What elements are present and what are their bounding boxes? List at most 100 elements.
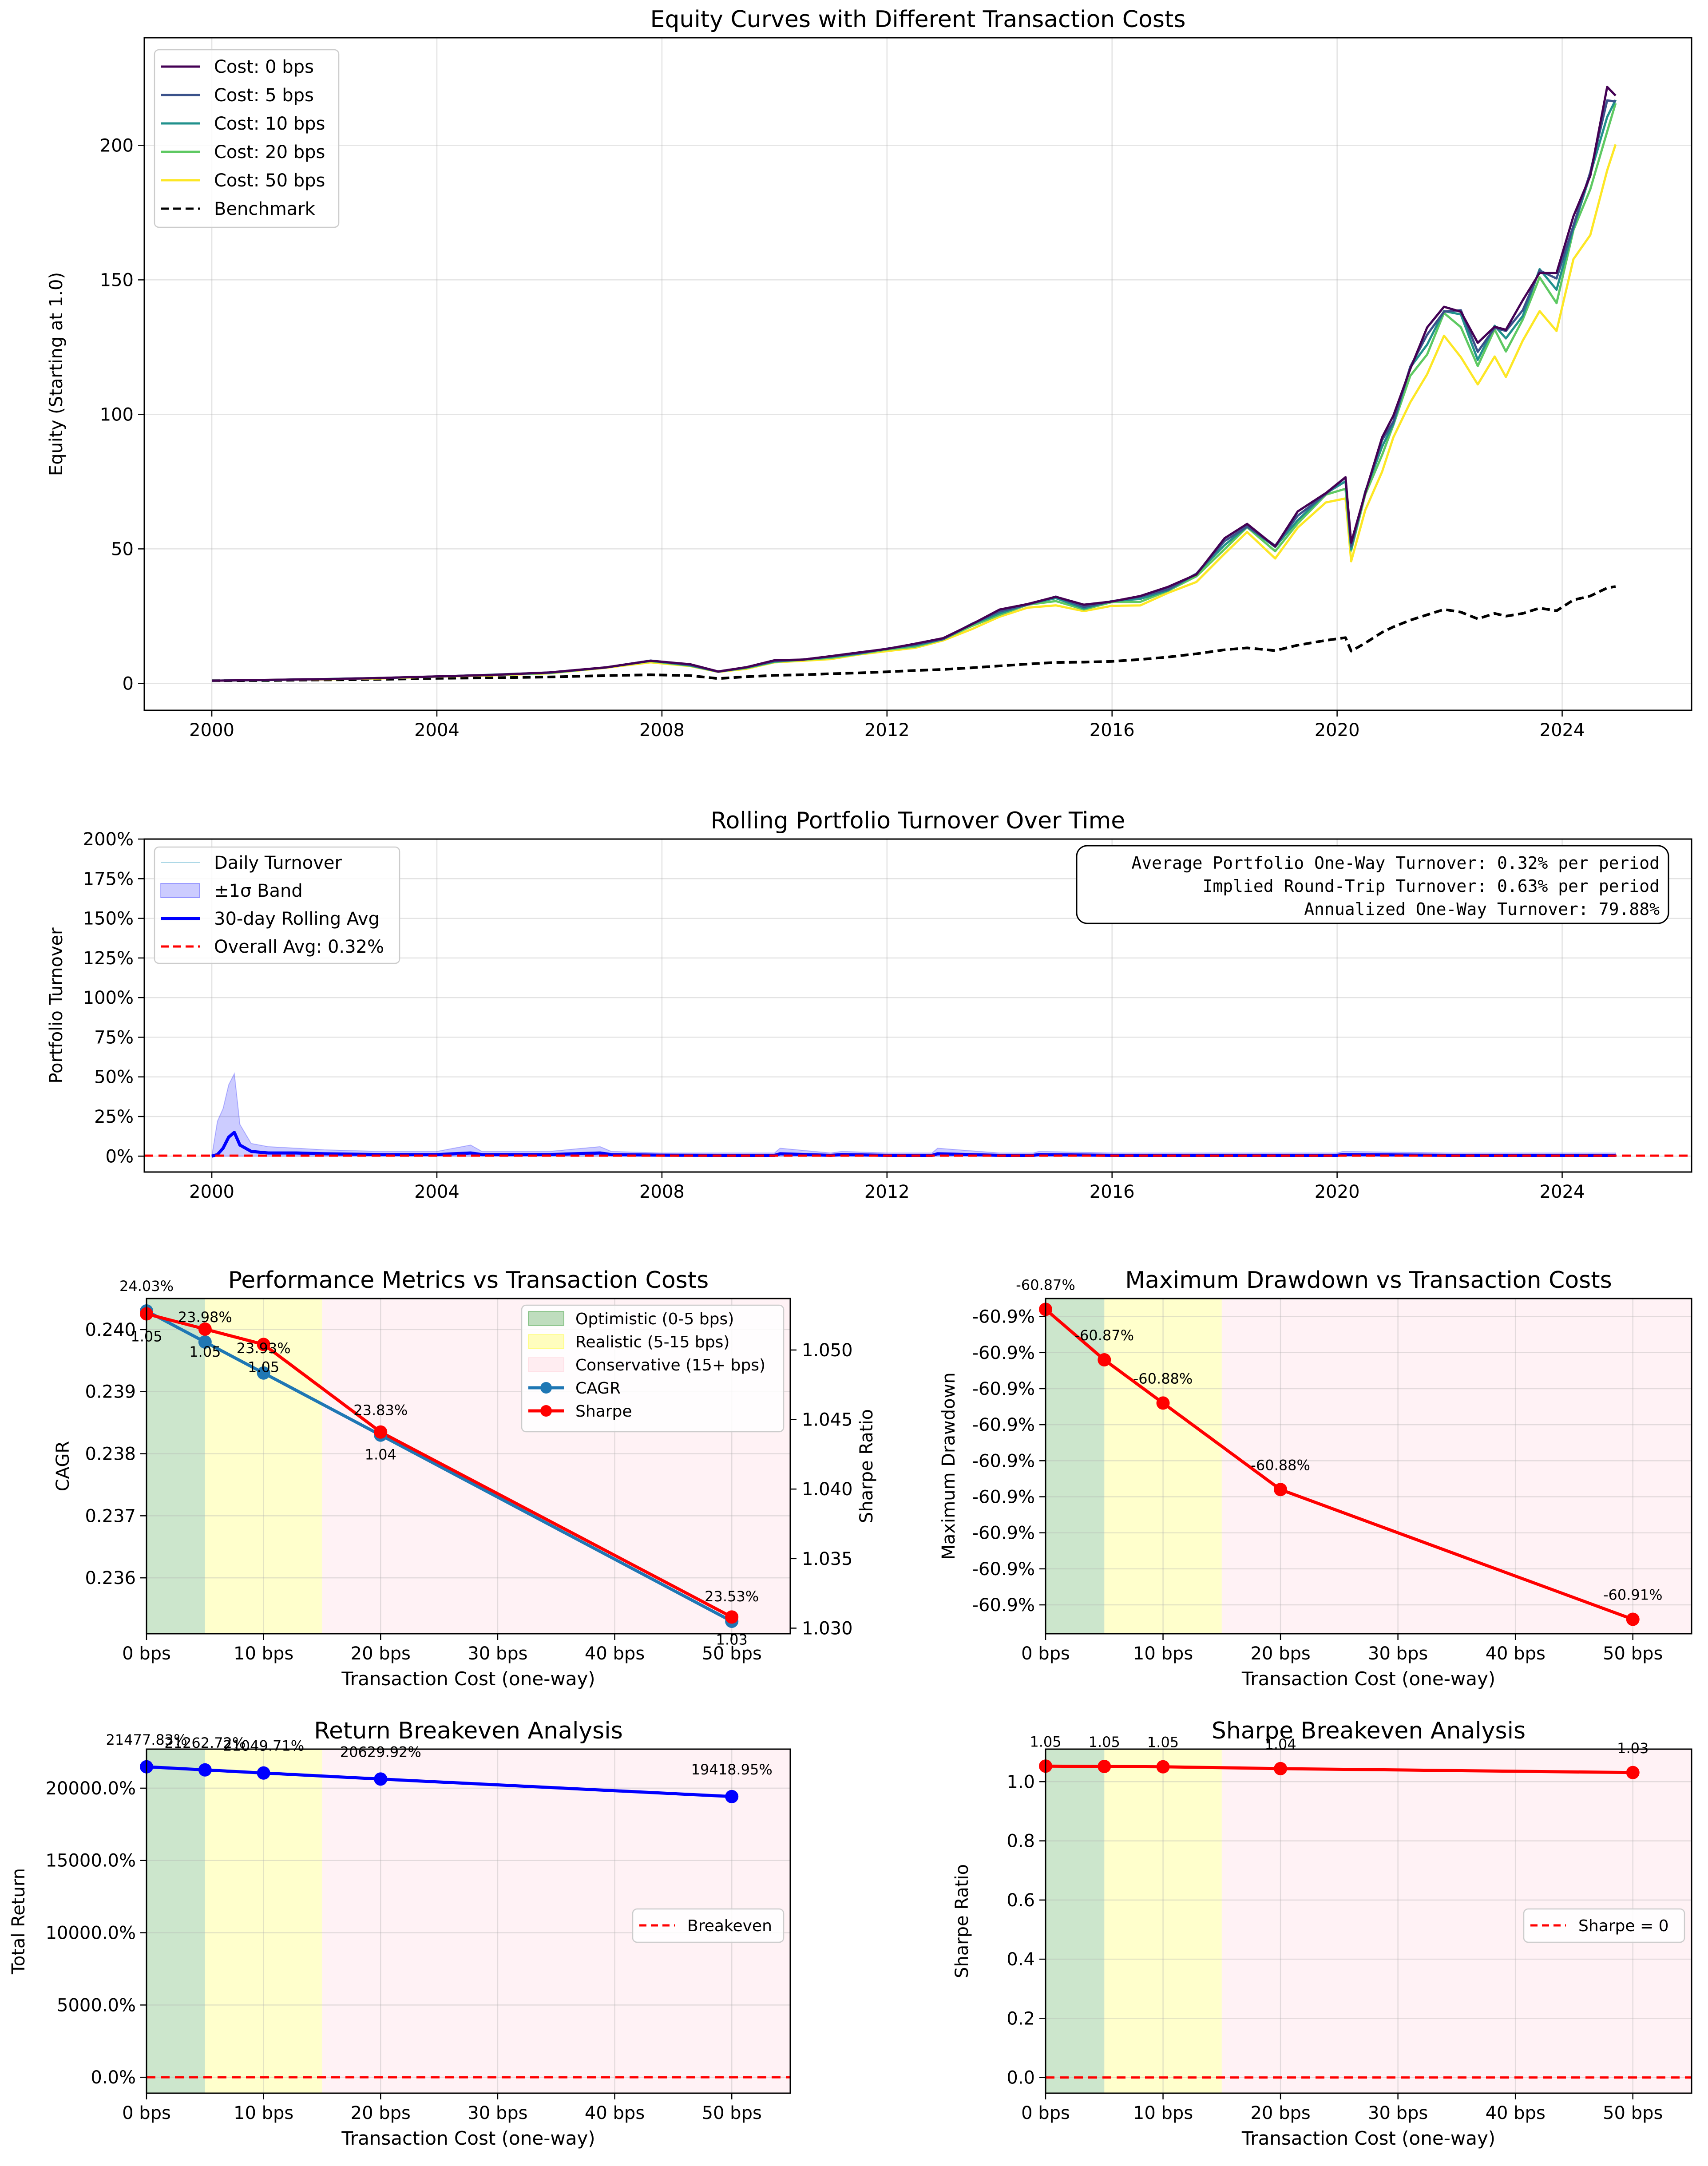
equity-ytick-label: 200 (100, 135, 134, 156)
mdd-value-label: -60.87% (1074, 1327, 1134, 1344)
perf-ytick-label-right: 1.030 (802, 1618, 853, 1639)
shb-value-label: 1.04 (1264, 1736, 1296, 1753)
mdd-ylabel: Maximum Drawdown (939, 1372, 959, 1560)
perf-ytick-label-right: 1.045 (802, 1410, 853, 1430)
turnover-ytick-label: 50% (94, 1067, 134, 1088)
turnover-legend-swatch-band (160, 883, 200, 898)
equity-xtick-label: 2000 (189, 720, 234, 740)
mdd-ytick-label: -60.9% (972, 1379, 1035, 1399)
mdd-region-0 (1046, 1299, 1105, 1634)
perf-cagr-label: 23.53% (705, 1588, 759, 1605)
turnover-xtick-label: 2008 (639, 1182, 685, 1202)
turnover-band (211, 1072, 1616, 1157)
shb-title: Sharpe Breakeven Analysis (1212, 1718, 1526, 1744)
shb-point (1156, 1760, 1170, 1774)
perf-sharpe-point (725, 1610, 739, 1624)
perf-legend-swatch-region (528, 1311, 564, 1326)
turnover-ytick-label: 125% (83, 948, 134, 969)
mdd-point (1098, 1353, 1111, 1367)
ret-point (725, 1790, 739, 1803)
ret-ylabel: Total Return (8, 1868, 29, 1975)
shb-xtick-label: 10 bps (1133, 2103, 1193, 2123)
ret-legend-box (632, 1908, 785, 1943)
shb-legend: Sharpe = 0 (1523, 1908, 1685, 1943)
mdd-region-1 (1104, 1299, 1222, 1634)
mdd-value-label: -60.87% (1016, 1276, 1075, 1293)
perf-region-1 (205, 1299, 322, 1634)
equity-series-0 (212, 86, 1617, 682)
mdd-value-label: -60.91% (1603, 1587, 1663, 1604)
equity-series-5 (212, 585, 1616, 682)
turnover-legend: Daily Turnover ±1σ Band 30-day Rolling Avg… (154, 846, 400, 964)
turnover-xtick-label: 2024 (1540, 1182, 1585, 1202)
perf-ytick-label-right: 1.035 (802, 1549, 853, 1569)
perf-sharpe-point (198, 1322, 212, 1336)
mdd-ytick-label: -60.9% (972, 1559, 1035, 1580)
ret-point (198, 1763, 212, 1777)
turnover-xtick-label: 2000 (189, 1182, 234, 1202)
perf-frame (146, 1298, 791, 1635)
shb-point (1626, 1766, 1640, 1779)
shb-legend-label: Sharpe = 0 (1578, 1917, 1668, 1935)
perf-ytick-label: 0.236 (85, 1568, 136, 1588)
equity-ylabel: Equity (Starting at 1.0) (46, 272, 67, 476)
mdd-xtick-label: 10 bps (1133, 1643, 1193, 1664)
shb-frame (1045, 1748, 1692, 2094)
mdd-point (1626, 1612, 1640, 1626)
ret-xtick-label: 0 bps (122, 2103, 171, 2123)
shb-ytick-label: 1.0 (1007, 1772, 1035, 1792)
turnover-title: Rolling Portfolio Turnover Over Time (711, 808, 1125, 834)
equity-legend-label: Cost: 10 bps (214, 114, 325, 134)
turnover-ytick-label: 200% (83, 829, 134, 850)
equity-xtick-label: 2004 (414, 720, 460, 740)
ret-value-label: 20629.92% (340, 1743, 421, 1760)
shb-value-label: 1.05 (1089, 1734, 1120, 1750)
perf-ylabel: CAGR (53, 1441, 73, 1491)
perf-cagr-label: 23.83% (353, 1402, 408, 1419)
perf-sharpe-point (374, 1425, 388, 1439)
ret-value-label: 19418.95% (691, 1761, 773, 1778)
ret-value-label: 21049.71% (223, 1738, 304, 1754)
perf-xtick-label: 30 bps (468, 1643, 527, 1664)
mdd-ytick-label: -60.9% (972, 1451, 1035, 1471)
perf-legend-label: Optimistic (0-5 bps) (575, 1310, 734, 1328)
shb-ytick-label: 0.2 (1007, 2008, 1035, 2029)
shb-ylabel: Sharpe Ratio (952, 1864, 972, 1978)
turnover-legend-label: 30-day Rolling Avg (214, 909, 380, 929)
shb-ytick-label: 0.6 (1007, 1890, 1035, 1911)
mdd-value-label: -60.88% (1133, 1370, 1193, 1387)
perf-ytick-label: 0.239 (85, 1382, 136, 1402)
turnover-ytick-label: 75% (94, 1027, 134, 1048)
turnover-annotation-line: Annualized One-Way Turnover: 79.88% (1304, 899, 1660, 919)
shb-region-1 (1104, 1749, 1222, 2093)
perf-xtick-label: 0 bps (122, 1643, 171, 1664)
mdd-ytick-label: -60.9% (972, 1487, 1035, 1508)
turnover-xtick-label: 2012 (864, 1182, 910, 1202)
shb-point (1098, 1759, 1111, 1773)
turnover-ytick-label: 25% (94, 1107, 134, 1127)
perf-ylabel-right: Sharpe Ratio (856, 1409, 877, 1523)
ret-xtick-label: 50 bps (702, 2103, 762, 2123)
perf-ytick-label: 0.237 (85, 1506, 136, 1526)
equity-frame (143, 37, 1692, 711)
equity-series-4 (212, 144, 1617, 682)
mdd-point (1274, 1483, 1288, 1497)
equity-xtick-label: 2012 (864, 720, 910, 740)
shb-value-label: 1.05 (1030, 1733, 1061, 1750)
ret-ytick-label: 20000.0% (46, 1778, 136, 1799)
mdd-ytick-label: -60.9% (972, 1415, 1035, 1435)
equity-xtick-label: 2016 (1090, 720, 1135, 740)
mdd-xtick-label: 50 bps (1603, 1643, 1663, 1664)
ret-xtick-label: 40 bps (585, 2103, 645, 2123)
perf-legend-box (521, 1304, 785, 1433)
turnover-annotation-line: Implied Round-Trip Turnover: 0.63% per p… (1202, 876, 1660, 896)
perf-legend: Optimistic (0-5 bps) Realistic (5-15 bps)… (521, 1304, 785, 1433)
ret-xtick-label: 30 bps (468, 2103, 527, 2123)
perf-sharpe-label: 1.04 (365, 1446, 396, 1463)
turnover-annotation: Average Portfolio One-Way Turnover: 0.32… (1076, 845, 1669, 924)
mdd-ytick-label: -60.9% (972, 1307, 1035, 1327)
equity-legend: Cost: 0 bps Cost: 5 bps Cost: 10 bps Cost: … (154, 49, 340, 228)
perf-legend-swatch-region (528, 1357, 564, 1372)
equity-ytick-label: 0 (123, 673, 134, 694)
